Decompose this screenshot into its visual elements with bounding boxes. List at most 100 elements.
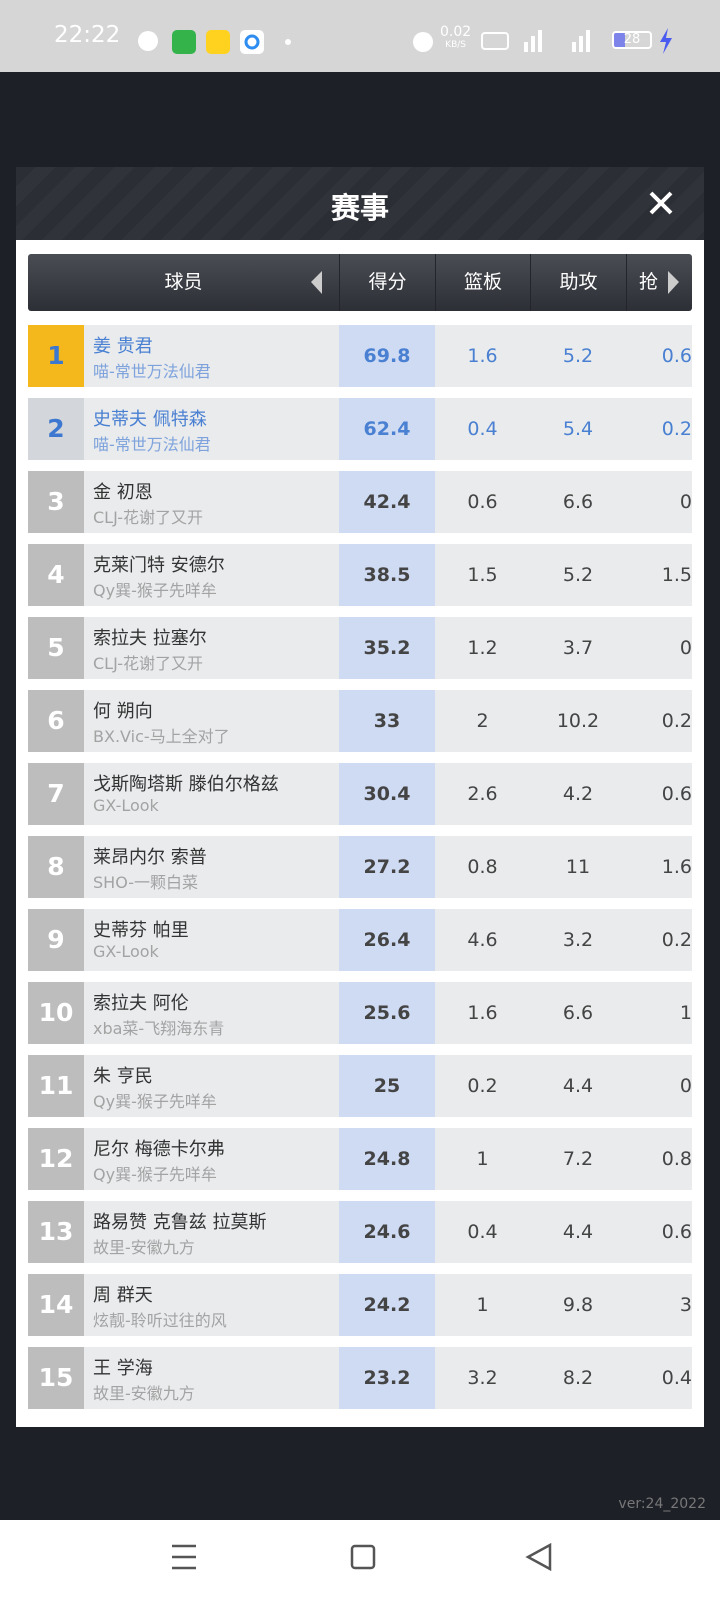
player-name: 金 初恩 xyxy=(93,482,153,503)
stat-cell: 0.2 xyxy=(467,1075,498,1097)
stat-cell: 6.6 xyxy=(562,491,594,513)
menu-button[interactable] xyxy=(172,1544,196,1570)
stat-cell: 4.4 xyxy=(562,1221,594,1243)
stat-cell: 0.6 xyxy=(661,1221,692,1243)
rank: 3 xyxy=(28,471,84,533)
stat-cell: 2 xyxy=(476,710,489,732)
stat-cell: 5.4 xyxy=(562,418,594,440)
score-bg xyxy=(339,836,435,898)
rank: 13 xyxy=(28,1201,84,1263)
stat-cell: 3.2 xyxy=(562,929,594,951)
stat-cell: 33 xyxy=(373,710,401,732)
stat-cell: 4.4 xyxy=(562,1075,594,1097)
net-speed-unit: KB/S xyxy=(445,40,466,50)
stat-cell: 4.6 xyxy=(467,929,498,951)
score-bg xyxy=(339,325,435,387)
player-name: 克莱门特 安德尔 xyxy=(93,555,225,576)
rank: 10 xyxy=(28,982,84,1044)
team-name: GX-Look xyxy=(93,796,159,815)
stat-cell: 0 xyxy=(679,1075,692,1097)
score-bg xyxy=(339,1128,435,1190)
column-header: 抢 xyxy=(626,254,692,311)
column-header: 球员 xyxy=(164,271,203,293)
rank: 8 xyxy=(28,836,84,898)
stat-cell: 0.4 xyxy=(661,1367,692,1389)
table-row: 14 周 群天 炫靓-聆听过往的风 24.2 1 9.8 3 xyxy=(28,1274,692,1336)
rank: 4 xyxy=(28,544,84,606)
team-name: BX.Vic-马上全对了 xyxy=(93,727,230,746)
stat-cell: 1 xyxy=(476,1148,489,1170)
player-name: 索拉夫 拉塞尔 xyxy=(93,628,207,649)
stat-cell: 30.4 xyxy=(363,783,411,805)
team-name: SHO-一颗白菜 xyxy=(93,873,199,892)
team-name: GX-Look xyxy=(93,942,159,961)
player-name: 戈斯陶塔斯 滕伯尔格兹 xyxy=(93,774,279,795)
table-row: 2 史蒂夫 佩特森 喵-常世万法仙君 62.4 0.4 5.4 0.2 xyxy=(28,398,692,460)
player-name: 周 群天 xyxy=(93,1285,153,1306)
table-row: 6 何 朔向 BX.Vic-马上全对了 33 2 10.2 0.2 xyxy=(28,690,692,752)
charging-icon xyxy=(660,28,672,54)
stat-cell: 3.2 xyxy=(467,1367,498,1389)
net-speed-value: 0.02 xyxy=(440,24,472,40)
stat-cell: 9.8 xyxy=(562,1294,594,1316)
team-name: 喵-常世万法仙君 xyxy=(93,362,211,381)
player-name: 史蒂夫 佩特森 xyxy=(93,409,207,430)
player-name: 王 学海 xyxy=(93,1358,153,1379)
stat-cell: 1.5 xyxy=(661,564,692,586)
stat-cell: 5.2 xyxy=(562,345,594,367)
rank: 14 xyxy=(28,1274,84,1336)
battery: 28 xyxy=(612,31,652,49)
stat-cell: 0 xyxy=(679,491,692,513)
table-row: 11 朱 亨民 Qy巽-猴子先咩牟 25 0.2 4.4 0 xyxy=(28,1055,692,1117)
score-bg xyxy=(339,544,435,606)
stat-cell: 0.4 xyxy=(467,418,498,440)
stat-cell: 11 xyxy=(565,856,591,878)
stat-cell: 69.8 xyxy=(363,345,411,367)
score-bg xyxy=(339,398,435,460)
score-bg xyxy=(339,1274,435,1336)
rank: 11 xyxy=(28,1055,84,1117)
stat-cell: 0.6 xyxy=(661,783,692,805)
home-button[interactable] xyxy=(350,1544,376,1570)
score-bg xyxy=(339,471,435,533)
score-bg xyxy=(339,909,435,971)
table-header: 球员 得分 篮板 助攻抢 xyxy=(28,254,692,311)
stat-cell: 10.2 xyxy=(556,710,600,732)
table-row: 15 王 学海 故里-安徽九方 23.2 3.2 8.2 0.4 xyxy=(28,1347,692,1409)
stat-cell: 7.2 xyxy=(562,1148,594,1170)
team-name: CLJ-花谢了又开 xyxy=(93,654,204,673)
stat-cell: 24.2 xyxy=(363,1294,411,1316)
stat-cell: 0.6 xyxy=(467,491,498,513)
stat-cell: 1.6 xyxy=(467,1002,498,1024)
team-name: Qy巽-猴子先咩牟 xyxy=(93,1165,217,1184)
player-name: 路易赞 克鲁兹 拉莫斯 xyxy=(93,1212,267,1233)
stat-cell: 0.8 xyxy=(661,1148,692,1170)
table-row: 4 克莱门特 安德尔 Qy巽-猴子先咩牟 38.5 1.5 5.2 1.5 xyxy=(28,544,692,606)
column-header: 篮板 xyxy=(435,254,530,311)
stat-cell: 0.4 xyxy=(467,1221,498,1243)
rank: 1 xyxy=(28,325,84,387)
table-row: 10 索拉夫 阿伦 xba菜-飞翔海东青 25.6 1.6 6.6 1 xyxy=(28,982,692,1044)
stat-cell: 1.6 xyxy=(661,856,692,878)
stat-cell: 1 xyxy=(679,1002,692,1024)
team-name: CLJ-花谢了又开 xyxy=(93,508,204,527)
table-row: 3 金 初恩 CLJ-花谢了又开 42.4 0.6 6.6 0 xyxy=(28,471,692,533)
stat-cell: 1 xyxy=(476,1294,489,1316)
rank: 7 xyxy=(28,763,84,825)
scroll-arrows xyxy=(311,271,679,294)
back-button[interactable] xyxy=(525,1542,552,1572)
signal-icons xyxy=(481,30,590,52)
player-name: 朱 亨民 xyxy=(93,1066,153,1087)
table-row: 13 路易赞 克鲁兹 拉莫斯 故里-安徽九方 24.6 0.4 4.4 0.6 xyxy=(28,1201,692,1263)
stat-cell: 23.2 xyxy=(363,1367,411,1389)
column-header: 得分 xyxy=(339,254,435,311)
player-name: 索拉夫 阿伦 xyxy=(93,993,189,1014)
stat-cell: 38.5 xyxy=(363,564,411,586)
table-row: 8 莱昂内尔 索普 SHO-一颗白菜 27.2 0.8 11 1.6 xyxy=(28,836,692,898)
close-button[interactable] xyxy=(648,190,674,216)
stat-cell: 35.2 xyxy=(363,637,411,659)
stat-cell: 6.6 xyxy=(562,1002,594,1024)
net-speed: 0.02 KB/S xyxy=(440,24,472,52)
